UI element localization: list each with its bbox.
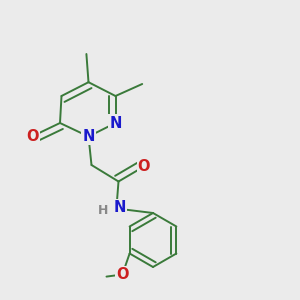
Text: O: O [116, 267, 129, 282]
Text: O: O [26, 129, 39, 144]
Text: O: O [138, 159, 150, 174]
Text: N: N [82, 129, 95, 144]
Text: N: N [113, 200, 126, 215]
Text: H: H [98, 203, 108, 217]
Text: N: N [109, 116, 122, 130]
